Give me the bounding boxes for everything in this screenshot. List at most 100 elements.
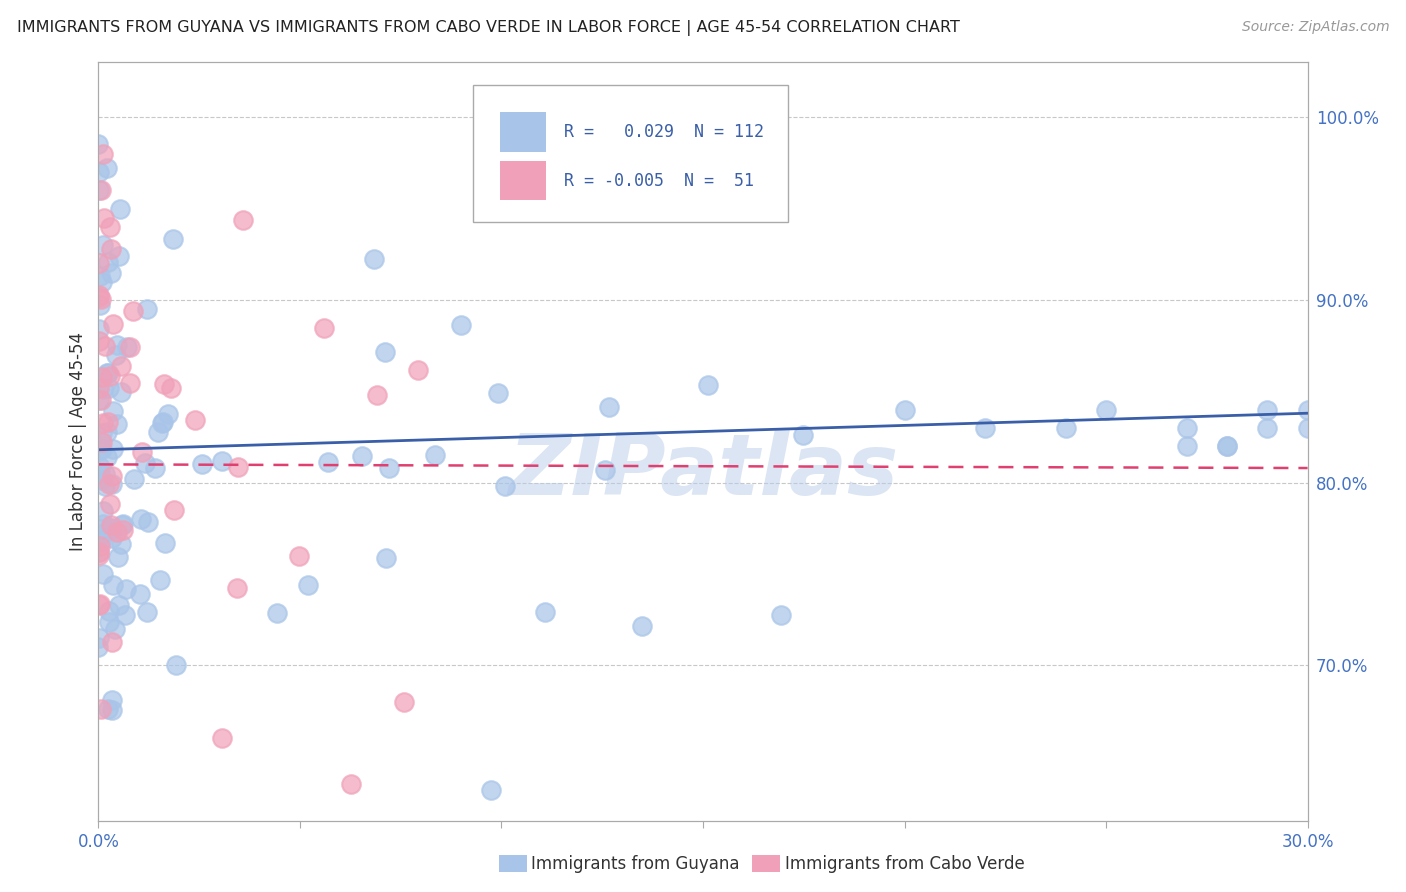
Point — [696, 378, 718, 392]
Point — [96, 425, 118, 440]
Point — [152, 377, 174, 392]
Point — [162, 232, 184, 246]
Point — [534, 605, 557, 619]
Point — [110, 385, 132, 400]
Point — [94, 467, 117, 481]
Point — [105, 338, 128, 352]
Point — [101, 442, 124, 457]
Y-axis label: In Labor Force | Age 45-54: In Labor Force | Age 45-54 — [69, 332, 87, 551]
Point — [91, 369, 114, 384]
Point — [93, 211, 115, 226]
Point — [150, 416, 173, 430]
Point — [87, 381, 110, 395]
Point — [406, 363, 429, 377]
Point — [120, 376, 142, 390]
Point — [288, 549, 311, 564]
Point — [375, 550, 398, 565]
Point — [87, 165, 110, 179]
Point — [494, 479, 516, 493]
Point — [340, 777, 363, 791]
Point — [1216, 439, 1239, 453]
Point — [87, 288, 110, 302]
Point — [91, 275, 114, 289]
Point — [111, 517, 134, 532]
Point — [98, 477, 121, 491]
Point — [146, 425, 169, 439]
Point — [598, 400, 620, 414]
Point — [90, 473, 112, 487]
Point — [87, 183, 110, 197]
Point — [89, 298, 111, 312]
Point — [87, 631, 110, 645]
Point — [131, 444, 153, 458]
Point — [96, 366, 118, 380]
Point — [87, 322, 110, 336]
Point — [792, 428, 814, 442]
Bar — [501, 161, 546, 201]
Point — [129, 512, 152, 526]
Point — [114, 608, 136, 623]
Point — [101, 469, 124, 483]
Point — [163, 503, 186, 517]
Point — [91, 417, 114, 431]
Point — [184, 413, 207, 427]
Text: R =   0.029  N = 112: R = 0.029 N = 112 — [564, 123, 763, 141]
Point — [87, 137, 110, 152]
Point — [100, 522, 122, 536]
Point — [135, 302, 157, 317]
Point — [1175, 421, 1198, 435]
Point — [143, 460, 166, 475]
Point — [89, 459, 111, 474]
Point — [91, 435, 114, 450]
Point — [110, 202, 132, 216]
Point — [91, 382, 114, 396]
Point — [136, 515, 159, 529]
Point — [394, 695, 416, 709]
Point — [129, 587, 152, 601]
Point — [87, 545, 110, 559]
Point — [100, 477, 122, 491]
Point — [769, 608, 792, 623]
Point — [631, 618, 654, 632]
Point — [1296, 421, 1319, 435]
Point — [110, 359, 132, 373]
Point — [120, 340, 142, 354]
Point — [165, 658, 187, 673]
Point — [87, 548, 110, 562]
Point — [111, 517, 134, 532]
Point — [155, 536, 177, 550]
Point — [91, 146, 114, 161]
Point — [91, 567, 114, 582]
Point — [91, 426, 114, 441]
Point — [90, 292, 112, 306]
Point — [98, 219, 121, 234]
Text: IMMIGRANTS FROM GUYANA VS IMMIGRANTS FROM CABO VERDE IN LABOR FORCE | AGE 45-54 : IMMIGRANTS FROM GUYANA VS IMMIGRANTS FRO… — [17, 20, 960, 36]
Point — [101, 702, 124, 716]
Point — [157, 407, 180, 421]
Point — [974, 421, 997, 435]
Point — [90, 183, 112, 197]
Point — [148, 573, 170, 587]
Text: Source: ZipAtlas.com: Source: ZipAtlas.com — [1241, 20, 1389, 34]
Point — [115, 340, 138, 354]
Point — [1296, 402, 1319, 417]
Point — [1175, 439, 1198, 453]
Point — [104, 348, 127, 362]
Point — [190, 457, 212, 471]
Point — [96, 161, 118, 176]
Point — [100, 693, 122, 707]
Text: R = -0.005  N =  51: R = -0.005 N = 51 — [564, 172, 754, 190]
Point — [93, 525, 115, 540]
Bar — [501, 112, 546, 152]
Point — [91, 516, 114, 531]
Point — [100, 634, 122, 648]
Point — [94, 339, 117, 353]
Point — [226, 581, 249, 595]
Point — [232, 213, 254, 227]
Point — [152, 415, 174, 429]
Point — [122, 472, 145, 486]
Point — [91, 504, 114, 518]
Point — [100, 521, 122, 535]
Point — [107, 550, 129, 565]
Point — [98, 369, 121, 384]
